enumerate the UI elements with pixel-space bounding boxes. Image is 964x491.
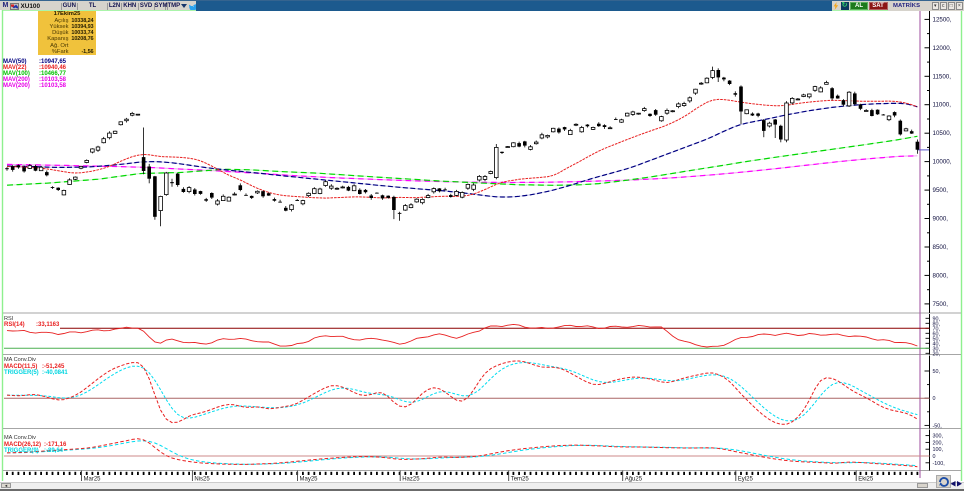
svg-text:Haz25: Haz25 — [402, 477, 420, 483]
svg-text:Nis25: Nis25 — [194, 477, 210, 483]
svg-text:0: 0 — [933, 454, 936, 460]
svg-text:11000,: 11000, — [933, 102, 952, 109]
svg-text:12000,: 12000, — [933, 45, 952, 52]
svg-text:-50,: -50, — [933, 423, 943, 429]
svg-text:50,: 50, — [933, 369, 941, 375]
svg-text:9000,: 9000, — [933, 216, 949, 223]
svg-text:Eyl25: Eyl25 — [738, 477, 754, 483]
svg-text:12500,: 12500, — [933, 16, 952, 23]
svg-text:10000,: 10000, — [933, 159, 952, 166]
svg-text:60,: 60, — [933, 331, 941, 337]
svg-text:70,: 70, — [933, 326, 941, 332]
svg-text:Tem25: Tem25 — [511, 477, 530, 483]
svg-text:90,: 90, — [933, 316, 941, 322]
svg-text:11500,: 11500, — [933, 73, 952, 80]
svg-text:300,: 300, — [933, 434, 944, 440]
svg-text:Eki25: Eki25 — [858, 477, 874, 483]
svg-text:10500,: 10500, — [933, 130, 952, 137]
svg-text:80,: 80, — [933, 321, 941, 327]
svg-text:100,: 100, — [933, 447, 944, 453]
svg-text:20,: 20, — [933, 351, 941, 357]
svg-text:50,: 50, — [933, 336, 941, 342]
svg-text:8500,: 8500, — [933, 244, 949, 251]
svg-text:Ağu25: Ağu25 — [625, 477, 643, 483]
svg-text:9500,: 9500, — [933, 187, 949, 194]
svg-text:200,: 200, — [933, 440, 944, 446]
svg-text:7500,: 7500, — [933, 301, 949, 308]
svg-text:Mar25: Mar25 — [84, 477, 102, 483]
svg-text:0: 0 — [933, 396, 936, 402]
svg-text:30,: 30, — [933, 346, 941, 352]
svg-text:8000,: 8000, — [933, 272, 949, 279]
svg-text:40,: 40, — [933, 341, 941, 347]
svg-text:May25: May25 — [300, 477, 319, 483]
svg-text:-100,: -100, — [933, 461, 946, 467]
